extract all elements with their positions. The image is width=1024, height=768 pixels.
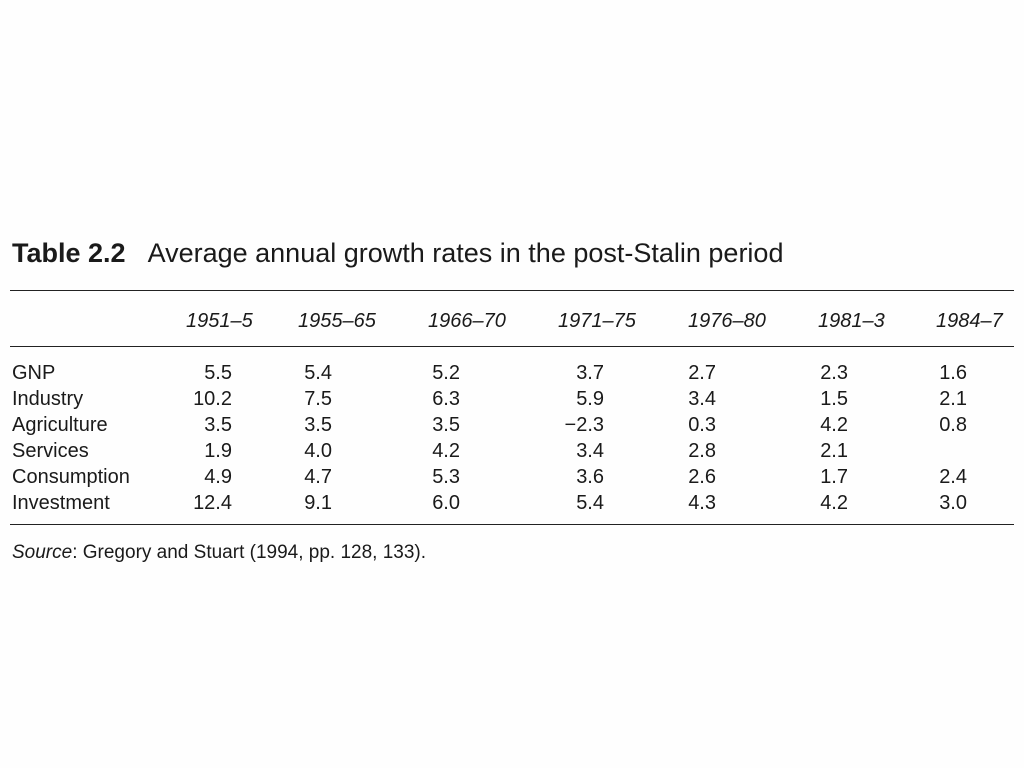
table-cell: 3.4 xyxy=(688,388,716,410)
row-label: Industry xyxy=(12,388,84,410)
source-text: : Gregory and Stuart (1994, pp. 128, 133… xyxy=(72,542,427,563)
table-cell: 12.4 xyxy=(193,492,232,514)
table-cell: 4.3 xyxy=(688,492,716,514)
table-cell: 4.7 xyxy=(304,466,332,488)
source-note: Source: Gregory and Stuart (1994, pp. 12… xyxy=(12,542,426,564)
table-cell: 6.0 xyxy=(432,492,460,514)
table-cell: 2.4 xyxy=(939,466,967,488)
table-cell: 5.5 xyxy=(204,362,232,384)
row-label: GNP xyxy=(12,362,56,384)
table-cell: 10.2 xyxy=(193,388,232,410)
table-cell: 1.5 xyxy=(820,388,848,410)
row-label: Agriculture xyxy=(12,414,108,436)
table-cell: 4.2 xyxy=(432,440,460,462)
table-cell: 1.6 xyxy=(939,362,967,384)
table-cell: 4.2 xyxy=(820,492,848,514)
table-cell: 3.4 xyxy=(576,440,604,462)
table-cell: 2.6 xyxy=(688,466,716,488)
table-cell: 5.4 xyxy=(576,492,604,514)
row-label: Consumption xyxy=(12,466,130,488)
table-cell: 3.5 xyxy=(432,414,460,436)
table-cell: 5.3 xyxy=(432,466,460,488)
column-header: 1976–80 xyxy=(688,310,766,332)
table-header-rule xyxy=(10,346,1014,347)
table-cell: 9.1 xyxy=(304,492,332,514)
table-cell: 2.7 xyxy=(688,362,716,384)
table-cell: 5.9 xyxy=(576,388,604,410)
table-cell: 3.0 xyxy=(939,492,967,514)
column-header: 1971–75 xyxy=(558,310,636,332)
table-cell: 6.3 xyxy=(432,388,460,410)
table-cell: 5.4 xyxy=(304,362,332,384)
table-cell: 1.7 xyxy=(820,466,848,488)
table-cell: 0.3 xyxy=(688,414,716,436)
table-bottom-rule xyxy=(10,524,1014,525)
table-top-rule xyxy=(10,290,1014,291)
column-header: 1966–70 xyxy=(428,310,506,332)
column-header: 1951–5 xyxy=(186,310,253,332)
table-cell: 2.3 xyxy=(820,362,848,384)
table-cell: 4.2 xyxy=(820,414,848,436)
table-cell: 3.5 xyxy=(304,414,332,436)
table-cell: 4.9 xyxy=(204,466,232,488)
table-title: Average annual growth rates in the post-… xyxy=(147,238,784,268)
table-cell: 2.1 xyxy=(820,440,848,462)
table-cell: −2.3 xyxy=(564,414,604,436)
column-header: 1984–7 xyxy=(936,310,1003,332)
table-cell: 0.8 xyxy=(939,414,967,436)
source-label: Source xyxy=(12,542,73,563)
table-label: Table 2.2 xyxy=(12,238,126,268)
table-cell: 3.6 xyxy=(576,466,604,488)
table-cell: 3.7 xyxy=(576,362,604,384)
table-cell: 7.5 xyxy=(304,388,332,410)
row-label: Services xyxy=(12,440,89,462)
table-cell: 1.9 xyxy=(204,440,232,462)
row-label: Investment xyxy=(12,492,110,514)
table-cell: 2.1 xyxy=(939,388,967,410)
table-cell: 4.0 xyxy=(304,440,332,462)
table-cell: 5.2 xyxy=(432,362,460,384)
column-header: 1955–65 xyxy=(298,310,376,332)
column-header: 1981–3 xyxy=(818,310,885,332)
table-cell: 2.8 xyxy=(688,440,716,462)
table-cell: 3.5 xyxy=(204,414,232,436)
table-caption: Table 2.2 Average annual growth rates in … xyxy=(12,238,783,269)
